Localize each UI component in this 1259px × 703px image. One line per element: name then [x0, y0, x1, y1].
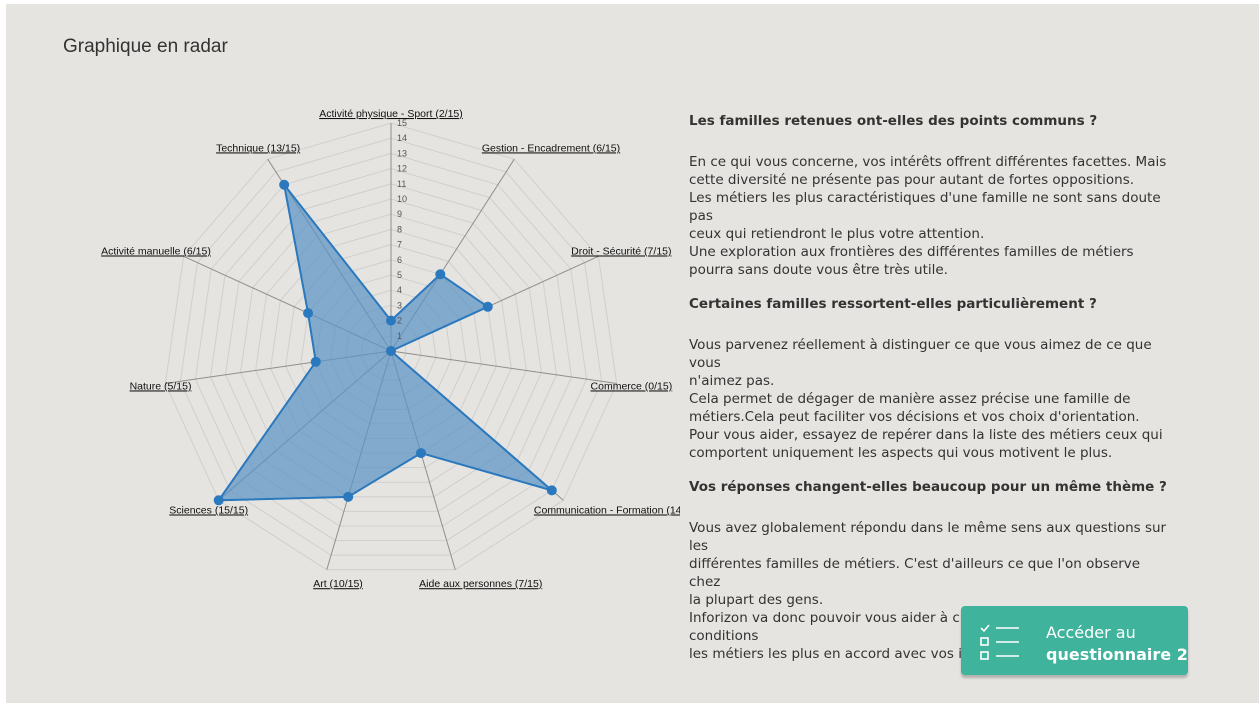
axis-label: Art (10/15)	[313, 578, 363, 590]
analysis-text: Les familles retenues ont-elles des poin…	[689, 112, 1169, 679]
tick-label: 9	[397, 209, 402, 219]
data-point	[310, 356, 321, 367]
tick-label: 4	[397, 285, 402, 295]
tick-label: 6	[397, 255, 402, 265]
data-point	[482, 301, 493, 312]
tick-label: 15	[397, 118, 407, 128]
grid-ring	[194, 152, 588, 542]
radar-chart: 1 2 3 4 5 6 7 8 9 10 11 12 13 14 15 Activité physique -…	[101, 108, 680, 590]
tick-label: 2	[397, 316, 402, 326]
section-line: Pour vous aider, essayez de repérer dans…	[689, 427, 1163, 443]
section-title: Les familles retenues ont-elles des poin…	[689, 113, 1098, 129]
tick-label: 10	[397, 194, 407, 204]
axis-label: Gestion - Encadrement (6/15)	[482, 142, 620, 154]
axis-label: Activité physique - Sport (2/15)	[319, 108, 463, 120]
section-line: ceux qui retiendront le plus votre atten…	[689, 226, 985, 242]
section-body: Vous avez globalement répondu dans le mê…	[689, 519, 1169, 663]
section-line: Vous parvenez réellement à distinguer ce…	[689, 337, 1152, 371]
data-point	[279, 179, 290, 190]
axis-label: Aide aux personnes (7/15)	[419, 578, 542, 590]
axis-label: Activité manuelle (6/15)	[101, 245, 211, 257]
data-point	[343, 491, 354, 502]
data-area	[216, 184, 553, 502]
section-title: Certaines familles ressortent-elles part…	[689, 296, 1097, 312]
section-line: En ce qui vous concerne, vos intérêts of…	[689, 154, 1167, 170]
tick-label: 13	[397, 148, 407, 158]
tick-label: 11	[397, 179, 406, 189]
cta-line-2: questionnaire 2	[1046, 645, 1188, 664]
axis-spoke	[390, 350, 617, 384]
grid-ring	[255, 213, 527, 483]
section-line: cette diversité ne présente pas pour aut…	[689, 172, 1135, 188]
section-line: différentes familles de métiers. C'est d…	[689, 556, 1141, 590]
axis-label: Commerce (0/15)	[591, 380, 673, 392]
tick-label: 7	[397, 240, 402, 250]
section-line: la plupart des gens.	[689, 592, 824, 608]
axis-label: Communication - Formation (14/15)	[534, 504, 680, 516]
axis-label: Technique (13/15)	[216, 142, 300, 154]
section-line: les métiers les plus en accord avec vos …	[689, 646, 1015, 662]
tick-label: 3	[397, 300, 402, 310]
section-line: métiers.Cela peut faciliter vos décision…	[689, 409, 1140, 425]
data-point	[213, 495, 224, 506]
page-title: Graphique en radar	[63, 36, 228, 57]
section-line: Vous avez globalement répondu dans le mê…	[689, 520, 1167, 554]
checklist-icon	[980, 624, 1019, 660]
tick-label: 12	[397, 164, 407, 174]
axis-label: Droit - Sécurité (7/15)	[571, 245, 671, 257]
tick-label: 5	[397, 270, 402, 280]
section-line: pourra sans doute vous être très utile.	[689, 262, 948, 278]
cta-line-1: Accéder au	[1046, 623, 1136, 642]
content-panel	[6, 4, 1259, 703]
questionnaire-2-button[interactable]: Accéder au questionnaire 2	[961, 606, 1188, 675]
section-line: Une exploration aux frontières des diffé…	[689, 244, 1134, 260]
section-line: Cela permet de dégager de manière assez …	[689, 391, 1131, 407]
axis-label: Sciences (15/15)	[169, 504, 248, 516]
data-point	[415, 448, 426, 459]
data-point	[546, 485, 557, 496]
data-point	[386, 315, 396, 326]
section-line: comportent uniquement les aspects qui vo…	[689, 445, 1113, 461]
grid-ring	[209, 168, 573, 527]
section-title: Vos réponses changent-elles beaucoup pou…	[689, 479, 1167, 495]
section-line: n'aimez pas.	[689, 373, 775, 389]
tick-label: 1	[397, 331, 402, 341]
section-line: Les métiers les plus caractéristiques d'…	[689, 190, 1161, 224]
grid-ring	[179, 137, 603, 556]
data-point	[386, 346, 396, 356]
axis-label: Nature (5/15)	[130, 380, 192, 392]
grid-ring	[164, 122, 618, 571]
tick-label: 8	[397, 224, 402, 234]
data-point	[435, 269, 446, 280]
data-point	[303, 308, 314, 319]
grid-ring	[224, 183, 558, 512]
section-body: En ce qui vous concerne, vos intérêts of…	[689, 153, 1169, 279]
section-body: Vous parvenez réellement à distinguer ce…	[689, 336, 1169, 462]
grid-ring	[240, 198, 542, 498]
tick-label: 14	[397, 133, 407, 143]
